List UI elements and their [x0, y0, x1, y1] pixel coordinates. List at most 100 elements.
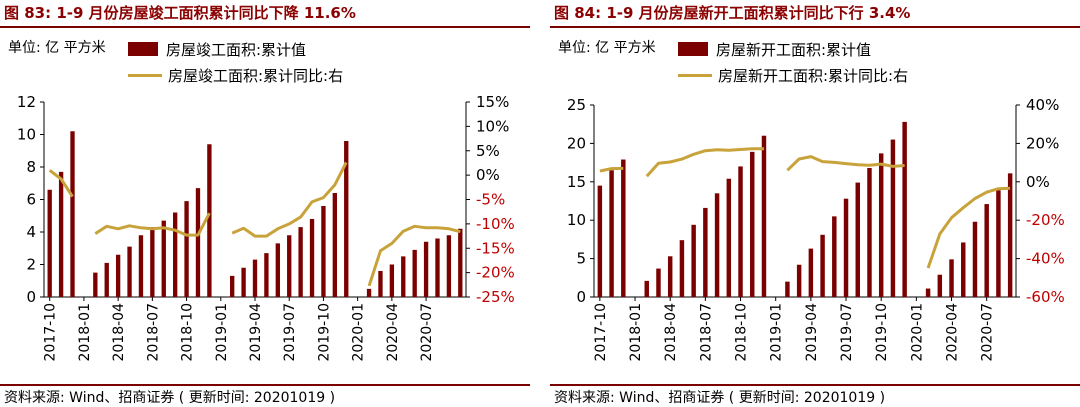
chart-title: 图 84: 1-9 月份房屋新开工面积累计同比下行 3.4%	[554, 4, 911, 22]
x-tick-label: 2018-01	[628, 303, 644, 362]
x-tick-label: 2020-04	[945, 303, 961, 362]
bar	[703, 207, 708, 297]
bar	[127, 246, 132, 297]
bar	[389, 264, 395, 297]
bar	[996, 190, 1001, 297]
legend-item-bar: 房屋新开工面积:累计值	[678, 36, 908, 62]
source-divider	[0, 384, 530, 386]
bar	[843, 198, 849, 297]
bar	[287, 235, 292, 297]
legend: 房屋竣工面积:累计值 房屋竣工面积:累计同比:右	[128, 36, 343, 88]
bar	[275, 243, 280, 297]
bar	[726, 178, 732, 297]
chart-area: 0 5 10 15 20 25 -60% -40% -20% 0% 20% 40% 2017-10 201…	[567, 96, 1065, 362]
right-tick-label: 40%	[1026, 96, 1059, 114]
unit-label: 单位: 亿 平方米	[8, 40, 106, 56]
series-line	[786, 155, 905, 172]
legend-item-bar: 房屋竣工面积:累计值	[128, 36, 343, 62]
chart-panel-right: 图 84: 1-9 月份房屋新开工面积累计同比下行 3.4% 单位: 亿 平方米…	[550, 0, 1080, 406]
bar	[890, 139, 896, 297]
right-tick-label: -60%	[1026, 288, 1065, 306]
bar	[597, 185, 603, 297]
bar	[264, 253, 269, 297]
bar	[832, 216, 837, 297]
bar	[667, 256, 673, 297]
bar	[820, 234, 825, 297]
left-tick-label: 10	[17, 126, 36, 144]
right-tick-label: 15%	[476, 93, 509, 111]
right-tick-label: 0%	[476, 166, 500, 184]
bar	[878, 153, 884, 297]
bar	[321, 206, 326, 297]
bar	[435, 238, 440, 297]
bar	[412, 249, 417, 297]
x-tick-label: 2020-01	[909, 303, 925, 362]
bar	[309, 219, 315, 297]
left-tick-label: 6	[26, 191, 36, 209]
bar	[58, 171, 64, 297]
bar	[332, 193, 338, 297]
legend-item-line: 房屋竣工面积:累计同比:右	[128, 62, 343, 88]
right-tick-label: -5%	[476, 191, 505, 209]
legend-line-swatch	[128, 73, 162, 77]
bar	[401, 256, 406, 297]
bar	[378, 271, 383, 297]
left-tick-label: 10	[567, 211, 586, 229]
left-tick-label: 15	[567, 173, 586, 191]
bar	[458, 228, 463, 297]
left-tick-label: 8	[26, 158, 36, 176]
bar	[104, 262, 109, 297]
bar	[621, 159, 626, 297]
x-tick-label: 2019-07	[839, 303, 855, 362]
series-line	[48, 169, 74, 198]
x-tick-label: 2019-04	[804, 303, 820, 362]
right-tick-label: 10%	[476, 117, 509, 135]
series-line	[645, 147, 764, 178]
left-tick-label: 0	[576, 288, 586, 306]
series-line	[367, 224, 461, 287]
x-tick-label: 2018-10	[180, 303, 196, 362]
right-tick-label: -15%	[476, 239, 515, 257]
source-note: 资料来源: Wind、招商证券 ( 更新时间: 20201019 )	[554, 390, 886, 406]
bar	[161, 220, 166, 297]
bar	[609, 170, 614, 297]
x-tick-label: 2018-04	[663, 303, 679, 362]
bar	[984, 204, 989, 297]
bar	[785, 281, 790, 297]
bar	[423, 241, 429, 297]
bar	[656, 268, 661, 297]
x-tick-label: 2017-10	[593, 303, 609, 362]
legend-item-line: 房屋新开工面积:累计同比:右	[678, 62, 908, 88]
legend-line-label: 房屋新开工面积:累计同比:右	[718, 66, 909, 85]
left-tick-label: 4	[26, 223, 36, 241]
left-tick-label: 2	[26, 256, 36, 274]
legend: 房屋新开工面积:累计值 房屋新开工面积:累计同比:右	[678, 36, 908, 88]
bar	[184, 201, 189, 297]
x-tick-label: 2019-01	[214, 303, 230, 362]
bar	[750, 151, 755, 297]
source-note: 资料来源: Wind、招商证券 ( 更新时间: 20201019 )	[4, 390, 336, 406]
left-tick-label: 20	[567, 134, 586, 152]
left-tick-label: 12	[17, 93, 36, 111]
legend-bar-swatch	[128, 42, 158, 56]
left-tick-label: 0	[26, 288, 36, 306]
bar	[925, 288, 931, 297]
x-tick-label: 2018-01	[77, 303, 93, 362]
x-tick-label: 2020-07	[980, 303, 996, 362]
x-tick-label: 2019-10	[316, 303, 332, 362]
bar	[207, 144, 212, 297]
legend-bar-label: 房屋新开工面积:累计值	[716, 40, 872, 59]
bar	[644, 280, 649, 297]
x-tick-label: 2018-10	[734, 303, 750, 362]
bar	[855, 182, 860, 297]
legend-line-label: 房屋竣工面积:累计同比:右	[168, 66, 344, 85]
bar	[761, 135, 767, 297]
series-line	[926, 186, 1011, 269]
x-tick-label: 2019-01	[769, 303, 785, 362]
left-tick-label: 25	[567, 96, 586, 114]
right-tick-label: 0%	[1026, 173, 1050, 191]
bar	[949, 259, 954, 297]
legend-bar-swatch	[678, 42, 708, 56]
x-tick-label: 2019-10	[874, 303, 890, 362]
bar	[93, 272, 98, 297]
